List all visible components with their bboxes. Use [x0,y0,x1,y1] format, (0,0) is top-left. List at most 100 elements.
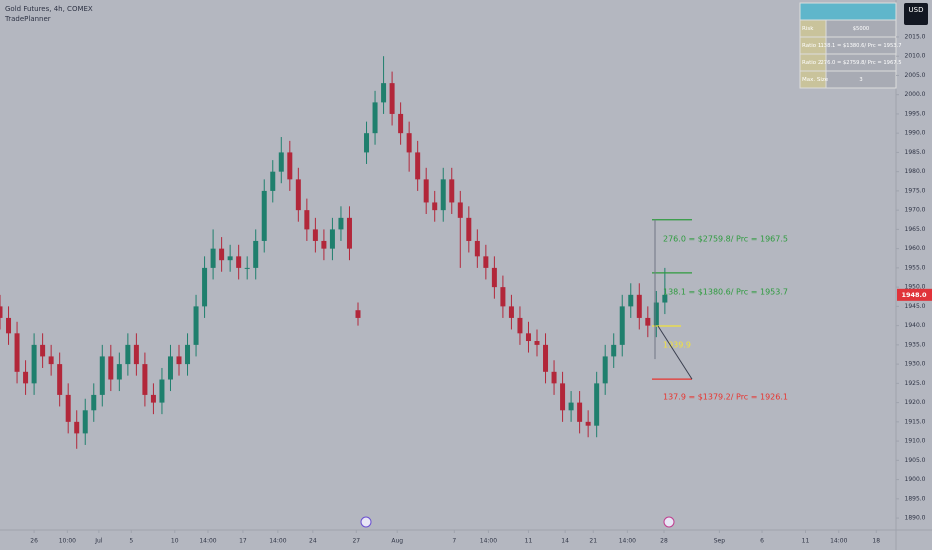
currency-box[interactable] [904,3,928,25]
candle-body [167,356,173,380]
candle-body [568,402,574,411]
x-tick-label: Aug [391,538,403,545]
table-label: Risk [802,26,814,32]
candle-body [346,217,352,249]
candle-body [133,344,139,365]
x-tick-label: 26 [30,538,38,545]
trade-table: Risk $5000 Ratio 1 138.1 = $1380.6/ Prc = 1… [799,2,902,89]
candle-body [65,394,71,422]
table-value: 3 [859,77,862,83]
candle-body [372,102,378,134]
x-tick-label: 11 [802,538,810,545]
last-price-label: 1948.0 [901,291,927,299]
candle-body [628,294,634,307]
event-marker[interactable] [663,516,675,528]
candle-body [525,333,531,342]
stop-diagonal [657,325,693,380]
y-tick-label: 1975.0 [905,187,926,194]
candle-body [338,217,344,230]
candle-body [577,402,583,422]
candle-body [304,210,310,230]
y-tick-label: 1935.0 [905,341,926,348]
y-tick-label: 1945.0 [905,303,926,310]
y-tick-label: 1960.0 [905,245,926,252]
y-tick-label: 1950.0 [905,284,926,291]
candle-body [159,379,165,403]
x-tick-label: 17 [239,538,247,545]
x-tick-label: 18 [872,538,880,545]
candle-body [150,394,156,403]
candle-body [543,344,549,372]
candle-body [253,240,259,268]
candle-body [23,371,29,384]
y-tick-label: 1930.0 [905,361,926,368]
level-label: 1939.9 [663,341,691,350]
level-label: 276.0 = $2759.8/ Prc = 1967.5 [663,234,788,243]
candle-body [219,248,225,261]
candle-body [108,356,114,380]
candle-body [457,202,463,218]
candle-body [364,133,370,153]
candle-body [6,317,12,334]
y-tick-label: 1890.0 [905,515,926,522]
candle-body [594,383,600,426]
x-tick-label: 10 [171,538,179,545]
y-tick-label: 1895.0 [905,495,926,502]
x-tick-label: 14:00 [269,538,286,545]
candle-body [210,248,216,268]
candle-body [0,306,3,318]
candle-body [398,113,404,134]
table-label: Ratio 2 [802,60,821,66]
table-value: 138.1 = $1380.6/ Prc = 1953.7 [820,43,901,49]
y-tick-label: 1905.0 [905,457,926,464]
last-price-box [897,288,932,301]
x-tick-label: 14:00 [480,538,497,545]
candle-body [295,179,301,211]
y-tick-label: 2005.0 [905,72,926,79]
y-tick-label: 2010.0 [905,53,926,60]
candle-body [508,306,514,318]
table-label: Ratio 1 [802,43,821,49]
candle-body [517,317,523,334]
candle-body [287,152,293,180]
y-tick-label: 1915.0 [905,418,926,425]
event-marker[interactable] [360,516,372,528]
candle-body [244,267,250,269]
candle-body [278,152,284,172]
x-tick-label: 24 [309,538,317,545]
candle-body [534,341,540,345]
x-tick-label: 14:00 [199,538,216,545]
candle-body [483,256,489,268]
candle-body [142,364,148,395]
x-tick-label: 21 [589,538,597,545]
candle-body [40,344,46,357]
x-tick-label: 14 [561,538,569,545]
candle-body [82,410,88,434]
candle-body [270,171,276,191]
candle-body [636,294,642,318]
table-label: Max. Size [802,77,829,83]
x-tick-label: 28 [660,538,668,545]
candle-body [662,294,668,303]
candle-body [440,179,446,211]
candle-body [236,256,242,268]
candle-body [381,83,387,103]
y-tick-label: 2000.0 [905,91,926,98]
y-tick-label: 1955.0 [905,264,926,271]
currency[interactable]: USD [909,6,924,14]
candle-body [48,356,54,365]
x-tick-label: 10:00 [59,538,76,545]
candle-body [185,344,191,365]
candle-body [202,267,208,307]
candle-body [193,306,199,345]
candle-body [491,267,497,288]
candle-body [227,256,233,261]
candle-body [432,202,438,211]
x-tick-label: 14:00 [830,538,847,545]
candle-body [74,421,80,434]
y-tick-label: 1910.0 [905,438,926,445]
candle-body [611,344,617,357]
y-tick-label: 1970.0 [905,207,926,214]
candle-body [57,364,63,395]
